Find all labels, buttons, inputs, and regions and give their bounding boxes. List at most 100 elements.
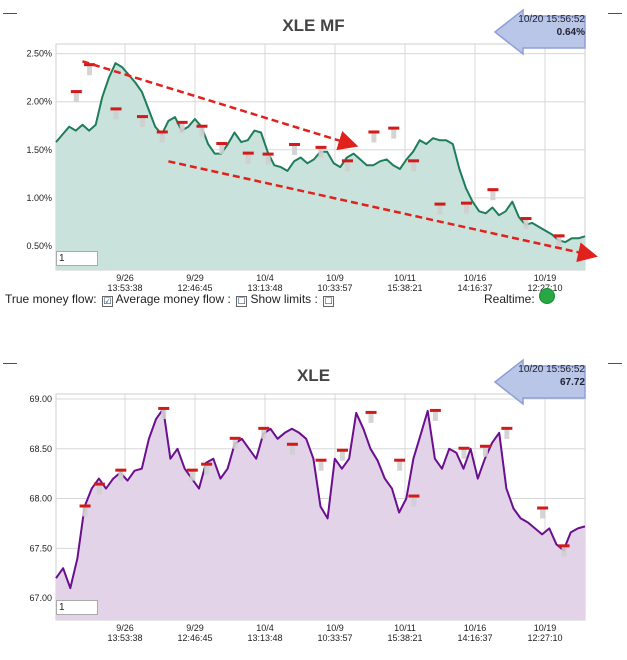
realtime-label: Realtime: (484, 292, 535, 306)
marker-flag (487, 188, 499, 192)
marker-stem (490, 190, 496, 201)
marker-stem (139, 117, 145, 128)
marker-flag (115, 468, 127, 472)
series-area (56, 63, 585, 271)
marker-stem (482, 446, 488, 457)
marker-stem (232, 438, 238, 449)
marker-flag (434, 202, 446, 206)
marker-flag (553, 234, 565, 238)
marker-flag (258, 426, 270, 430)
marker-flag (537, 506, 549, 510)
marker-stem (368, 412, 374, 423)
y-tick-label: 1.50% (26, 145, 52, 155)
x-tick-date: 10/4 (256, 273, 274, 283)
period-input[interactable]: 1 (56, 600, 98, 615)
money-flow-panel: — — XLE MF 0.50% 1.00% 1.50% 2.00% 2.50% 9/26… (0, 0, 627, 310)
marker-flag (408, 494, 420, 498)
marker-stem (411, 161, 417, 172)
x-tick-time: 15:38:21 (387, 633, 422, 643)
realtime-value-arrow: 10/20 15:56:52 67.72 (493, 358, 588, 408)
marker-flag (286, 442, 298, 446)
y-tick-label: 2.00% (26, 97, 52, 107)
x-tick-time: 13:53:38 (107, 283, 142, 293)
marker-stem (397, 460, 403, 471)
x-tick-date: 10/19 (534, 273, 557, 283)
marker-flag (93, 482, 105, 486)
marker-stem (504, 428, 510, 439)
marker-stem (219, 144, 225, 155)
marker-stem (561, 546, 567, 557)
marker-flag (501, 426, 513, 430)
show-limits-checkbox[interactable]: ☐ (323, 296, 335, 307)
panel-left-dash: — (3, 354, 17, 370)
y-tick-label: 67.50 (29, 543, 52, 553)
x-tick-date: 10/16 (464, 623, 487, 633)
average-money-flow-checkbox[interactable]: ☐ (236, 296, 248, 307)
x-tick-date: 10/11 (394, 623, 416, 633)
marker-stem (344, 161, 350, 172)
marker-flag (229, 436, 241, 440)
marker-stem (289, 444, 295, 455)
marker-stem (199, 126, 205, 137)
marker-stem (265, 154, 271, 165)
realtime-status-dot[interactable] (539, 288, 555, 304)
marker-flag (176, 120, 188, 124)
marker-stem (540, 508, 546, 519)
marker-flag (460, 201, 472, 205)
trendline (82, 60, 359, 151)
marker-flag (70, 90, 82, 94)
marker-stem (432, 410, 438, 421)
marker-stem (339, 450, 345, 461)
marker-flag (289, 142, 301, 146)
realtime-value: 0.64% (556, 27, 585, 38)
marker-flag (158, 406, 170, 410)
x-tick-date: 9/26 (116, 623, 134, 633)
marker-stem (118, 470, 124, 481)
true-money-flow-checkbox[interactable]: ☑ (101, 296, 113, 307)
marker-flag (84, 63, 96, 67)
marker-stem (73, 92, 79, 103)
marker-flag (479, 444, 491, 448)
x-tick-time: 15:38:21 (387, 283, 422, 293)
marker-stem (523, 219, 529, 230)
marker-flag (394, 458, 406, 462)
marker-stem (318, 147, 324, 158)
average-money-flow-label: Average money flow : (115, 292, 231, 306)
x-tick-time: 14:16:37 (457, 283, 492, 293)
marker-stem (245, 153, 251, 164)
marker-flag (110, 107, 122, 111)
x-tick-date: 9/29 (186, 273, 204, 283)
marker-flag (186, 468, 198, 472)
y-tick-label: 68.50 (29, 444, 52, 454)
marker-flag (242, 151, 254, 155)
series-line (55, 407, 586, 590)
marker-stem (161, 408, 167, 419)
marker-stem (463, 203, 469, 214)
marker-stem (87, 65, 93, 76)
marker-stem (556, 236, 562, 247)
x-tick-time: 13:13:48 (247, 633, 282, 643)
period-input[interactable]: 1 (56, 251, 98, 266)
marker-flag (262, 152, 274, 156)
marker-stem (82, 506, 88, 517)
marker-stem (204, 464, 210, 475)
x-tick-time: 12:27:10 (527, 633, 562, 643)
y-tick-label: 67.00 (29, 593, 52, 603)
marker-stem (411, 496, 417, 507)
x-tick-time: 10:33:57 (317, 633, 352, 643)
y-tick-label: 69.00 (29, 394, 52, 404)
marker-stem (113, 109, 119, 120)
marker-stem (179, 122, 185, 133)
x-tick-date: 10/9 (326, 273, 344, 283)
marker-flag (315, 145, 327, 149)
marker-stem (391, 128, 397, 139)
marker-flag (558, 544, 570, 548)
marker-stem (318, 460, 324, 471)
marker-flag (196, 124, 208, 128)
x-tick-time: 10:33:57 (317, 283, 352, 293)
marker-stem (189, 470, 195, 481)
marker-flag (79, 504, 91, 508)
show-limits-label: Show limits : (250, 292, 318, 306)
